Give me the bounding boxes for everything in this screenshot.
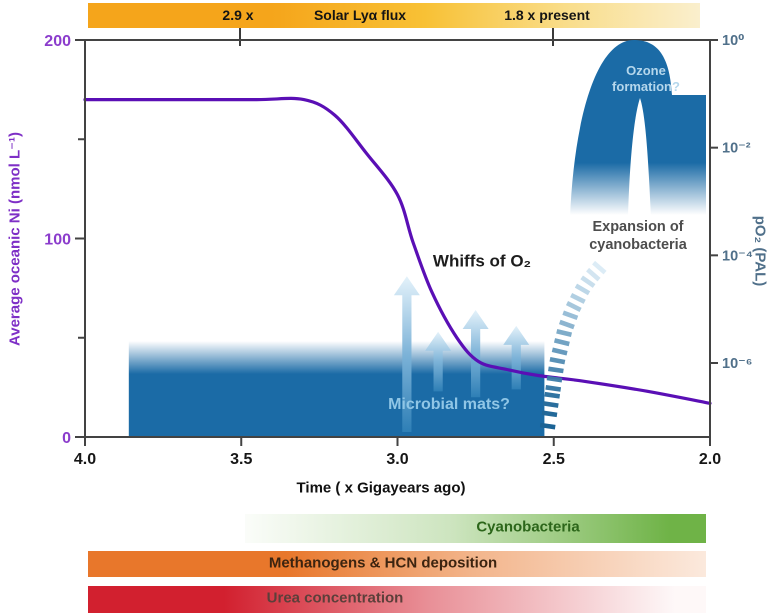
x-tick-label: 3.5 (230, 451, 252, 468)
y-left-tick-label: 0 (62, 430, 71, 447)
po2-rise-dash (570, 292, 586, 304)
x-tick-label: 3.0 (386, 451, 408, 468)
o2-whiff-arrow (503, 325, 530, 390)
y-left-tick-label: 100 (44, 232, 71, 249)
po2-rise-dash (546, 375, 563, 383)
po2-rise-dash (553, 338, 570, 347)
po2-rise-dash (592, 260, 607, 275)
methanogens-timeline-bar (88, 551, 706, 577)
po2-rise-dash (562, 310, 579, 321)
po2-rise-dash (544, 391, 561, 399)
cyanobacteria-expansion-annotation: Expansion of cyanobacteria (589, 218, 687, 253)
po2-rise-dash (574, 283, 591, 296)
po2-rise-dash (541, 410, 558, 418)
x-tick-label: 2.0 (699, 451, 721, 468)
po2-rise-dash (549, 356, 566, 365)
ticks-layer: 4.0 3.5 3.0 2.5 2.0 200 100 0 10⁰ 10⁻² 10⁻⁴ 10⁻⁶ (44, 33, 753, 468)
flux-bar-title: Solar Lyα flux (313, 7, 407, 23)
po2-rise-dash (551, 347, 568, 356)
whiffs-annotation: Whiffs of O₂ (432, 251, 532, 271)
y-left-tick-label: 200 (44, 33, 71, 50)
po2-rise-dash (558, 319, 575, 330)
o2-whiff-arrow (462, 309, 489, 398)
ozone-formation-annotation: Ozone formation? (612, 62, 680, 94)
cyanobacteria-timeline-bar (245, 514, 706, 543)
x-tick-label: 4.0 (74, 451, 96, 468)
po2-rise-dash (548, 366, 564, 374)
po2-rise-dash (545, 385, 562, 392)
y-right-tick-label: 10⁻⁶ (722, 356, 752, 372)
po2-rise-dash (586, 267, 601, 282)
microbial-mats-region (128, 341, 545, 436)
flux-marker-tick-right (552, 28, 554, 46)
po2-rise-dash (539, 422, 556, 430)
y-left-axis-title: Average oceanic Ni (nmol L⁻¹) (6, 131, 24, 347)
methanogens-bar-label: Methanogens & HCN deposition (268, 554, 498, 572)
flux-marker-tick-left (239, 28, 241, 46)
ozone-formation-arch (570, 40, 706, 218)
y-right-tick-label: 10⁻² (722, 141, 751, 157)
po2-rise-dash (542, 401, 559, 408)
data-layer (83, 96, 712, 436)
cyanobacteria-bar-label: Cyanobacteria (476, 518, 580, 536)
x-tick-label: 2.5 (543, 451, 565, 468)
flux-right-marker-label: 1.8 x present (504, 7, 590, 23)
o2-whiff-arrow (425, 331, 452, 392)
po2-rise-dash (565, 301, 582, 312)
po2-rise-dash (556, 328, 573, 338)
urea-bar-label: Urea concentration (266, 589, 404, 607)
y-right-tick-label: 10⁰ (722, 33, 744, 49)
x-axis-title: Time ( x Gigayears ago) (296, 479, 466, 497)
o2-whiff-arrow (393, 276, 420, 433)
urea-timeline-bar (88, 586, 706, 613)
flux-left-marker-label: 2.9 x (222, 7, 254, 23)
y-right-tick-label: 10⁻⁴ (722, 248, 753, 264)
solar-flux-bar (88, 3, 700, 28)
po2-rise-dash (580, 275, 596, 288)
y-right-axis-title: pO₂ (PAL) (751, 215, 769, 287)
microbial-mats-annotation: Microbial mats? (388, 396, 510, 413)
